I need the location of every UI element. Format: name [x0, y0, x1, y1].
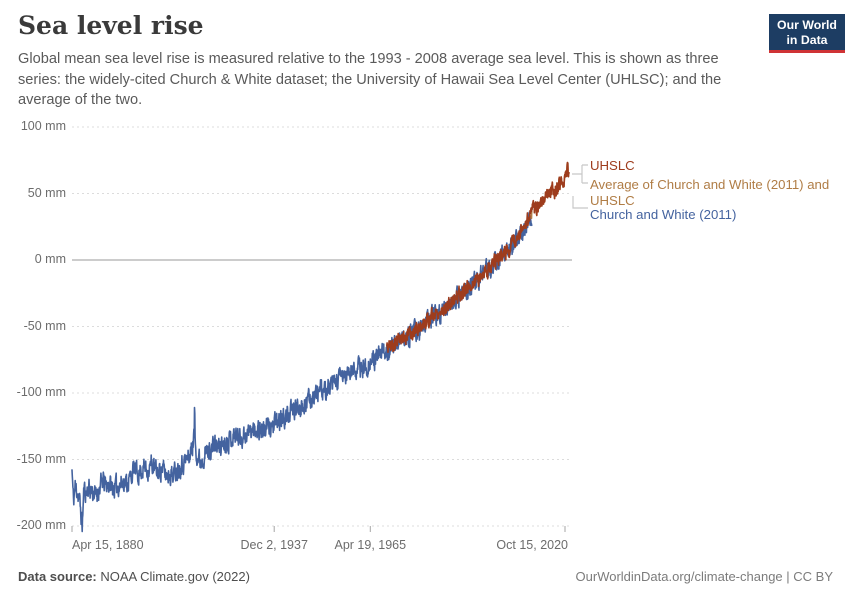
x-axis-label: Oct 15, 2020: [496, 538, 568, 552]
owid-logo-line1: Our World: [777, 18, 837, 32]
owid-logo[interactable]: Our World in Data: [769, 14, 845, 53]
series-line-uhslc: [386, 161, 570, 353]
x-axis-label: Dec 2, 1937: [240, 538, 308, 552]
owid-logo-line2: in Data: [786, 32, 828, 47]
chart-subtitle: Global mean sea level rise is measured r…: [18, 51, 722, 109]
y-axis-label--200mm: -200 mm: [16, 518, 66, 532]
data-source-note: Data source: NOAA Climate.gov (2022): [18, 569, 250, 584]
page-title: Sea level rise: [18, 11, 204, 40]
legend-item-church-white[interactable]: Church and White (2011): [590, 207, 737, 222]
credit-link[interactable]: OurWorldinData.org/climate-change | CC B…: [575, 569, 833, 584]
y-axis-label--50mm: -50 mm: [23, 318, 66, 333]
legend-item-average[interactable]: Average of Church and White (2011) and U…: [590, 177, 830, 208]
legend-item-uhslc[interactable]: UHSLC: [590, 158, 635, 173]
legend-connector-church-white: [572, 196, 588, 209]
y-axis-label-50mm: 50 mm: [27, 185, 66, 200]
x-axis-label: Apr 15, 1880: [72, 538, 144, 552]
y-axis-label--150mm: -150 mm: [16, 451, 66, 466]
data-source-label: Data source:: [18, 569, 97, 584]
y-axis-label--100mm: -100 mm: [16, 385, 66, 399]
y-axis-label-100mm: 100 mm: [20, 119, 66, 133]
y-axis-label-0mm: 0 mm: [34, 252, 66, 266]
data-source-text: NOAA Climate.gov (2022): [96, 569, 250, 584]
x-axis-label: Apr 19, 1965: [334, 538, 407, 552]
legend-connector-upper: [572, 164, 588, 184]
